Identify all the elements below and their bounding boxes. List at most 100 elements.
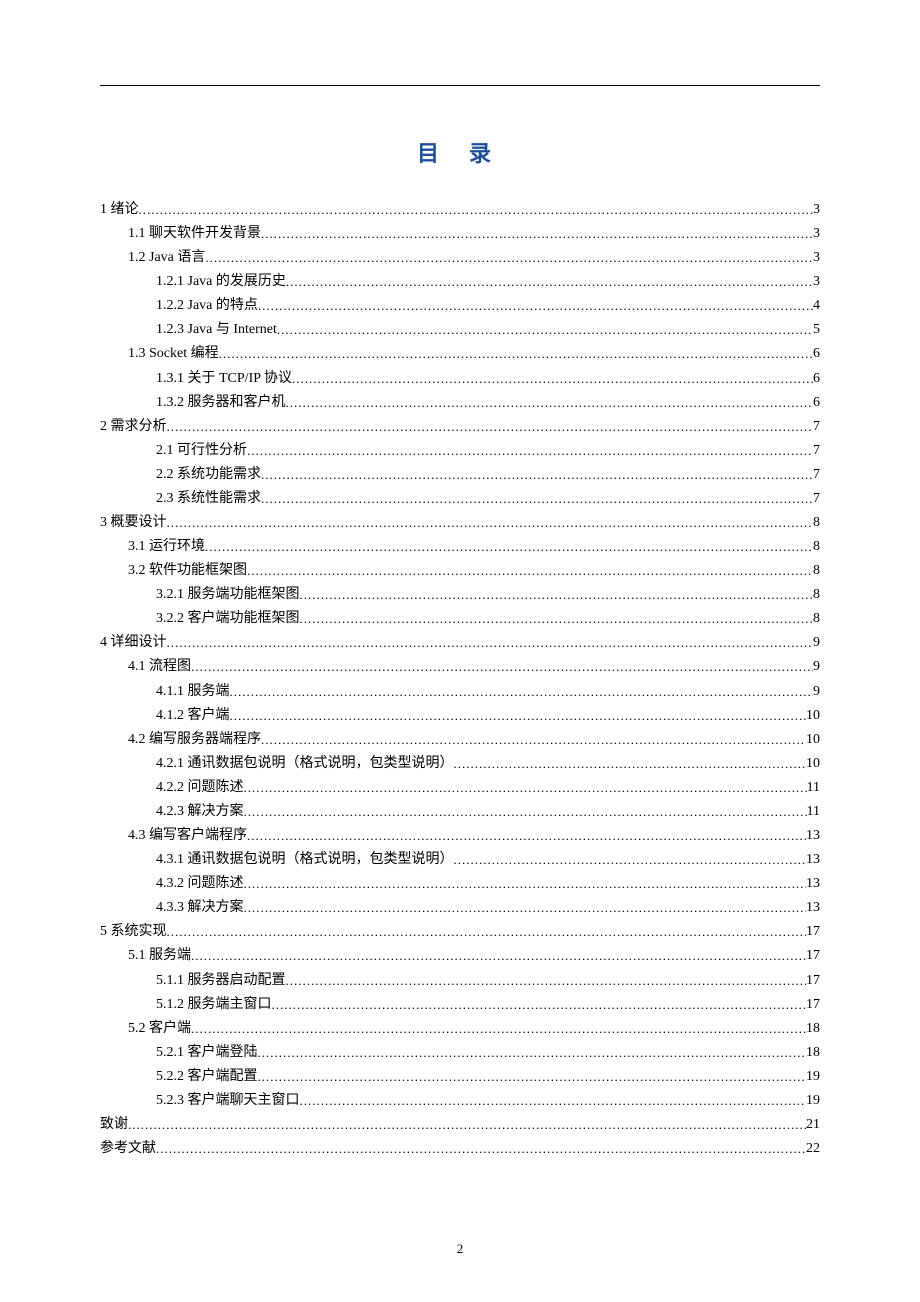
toc-entry[interactable]: 3.2.2 客户端功能框架图 8: [100, 607, 820, 631]
table-of-contents: 1 绪论 31.1 聊天软件开发背景 31.2 Java 语言 31.2.1 J…: [100, 198, 820, 1161]
toc-entry[interactable]: 4.2.3 解决方案 11: [100, 800, 820, 824]
toc-leader-dots: [167, 921, 807, 943]
toc-entry-page: 8: [813, 535, 820, 559]
toc-entry[interactable]: 1.2.1 Java 的发展历史 3: [100, 270, 820, 294]
toc-entry-page: 19: [806, 1089, 820, 1113]
toc-entry[interactable]: 4.3 编写客户端程序 13: [100, 824, 820, 848]
toc-entry[interactable]: 参考文献 22: [100, 1137, 820, 1161]
toc-leader-dots: [277, 319, 813, 341]
toc-entry[interactable]: 3.2.1 服务端功能框架图 8: [100, 583, 820, 607]
toc-entry[interactable]: 4.1 流程图 9: [100, 655, 820, 679]
toc-leader-dots: [454, 849, 807, 871]
toc-leader-dots: [191, 656, 813, 678]
toc-entry[interactable]: 4.3.2 问题陈述 13: [100, 872, 820, 896]
toc-leader-dots: [191, 945, 806, 967]
toc-entry-page: 3: [813, 198, 820, 222]
toc-leader-dots: [167, 416, 814, 438]
toc-entry-page: 13: [806, 848, 820, 872]
toc-leader-dots: [454, 753, 807, 775]
toc-entry[interactable]: 致谢 21: [100, 1113, 820, 1137]
toc-entry-label: 5.2.1 客户端登陆: [156, 1041, 258, 1065]
toc-entry[interactable]: 1.3.1 关于 TCP/IP 协议 6: [100, 367, 820, 391]
toc-entry-label: 4 详细设计: [100, 631, 167, 655]
toc-entry-page: 8: [813, 607, 820, 631]
toc-entry[interactable]: 5.2.1 客户端登陆 18: [100, 1041, 820, 1065]
toc-entry-label: 4.2.3 解决方案: [156, 800, 244, 824]
toc-entry[interactable]: 2 需求分析 7: [100, 415, 820, 439]
toc-entry[interactable]: 1.2 Java 语言 3: [100, 246, 820, 270]
toc-entry[interactable]: 2.2 系统功能需求 7: [100, 463, 820, 487]
toc-entry-label: 5.2 客户端: [128, 1017, 191, 1041]
toc-leader-dots: [167, 512, 814, 534]
toc-entry[interactable]: 1.2.2 Java 的特点 4: [100, 294, 820, 318]
toc-entry[interactable]: 4.3.3 解决方案 13: [100, 896, 820, 920]
toc-entry-label: 5.1.1 服务器启动配置: [156, 969, 286, 993]
toc-entry[interactable]: 4.2 编写服务器端程序 10: [100, 728, 820, 752]
toc-entry[interactable]: 4.3.1 通讯数据包说明（格式说明，包类型说明） 13: [100, 848, 820, 872]
toc-entry[interactable]: 5.2.3 客户端聊天主窗口 19: [100, 1089, 820, 1113]
toc-leader-dots: [272, 994, 807, 1016]
toc-entry-label: 4.3.1 通讯数据包说明（格式说明，包类型说明）: [156, 848, 454, 872]
toc-entry[interactable]: 4.1.1 服务端 9: [100, 680, 820, 704]
toc-leader-dots: [261, 223, 813, 245]
toc-entry[interactable]: 3.1 运行环境 8: [100, 535, 820, 559]
toc-entry-label: 1.3.1 关于 TCP/IP 协议: [156, 367, 292, 391]
toc-entry-label: 3.2 软件功能框架图: [128, 559, 247, 583]
toc-leader-dots: [205, 247, 813, 269]
toc-entry[interactable]: 3.2 软件功能框架图 8: [100, 559, 820, 583]
toc-entry[interactable]: 3 概要设计 8: [100, 511, 820, 535]
toc-leader-dots: [261, 729, 806, 751]
toc-entry[interactable]: 5.1.1 服务器启动配置 17: [100, 969, 820, 993]
toc-entry-page: 11: [807, 776, 820, 800]
toc-entry-page: 6: [813, 391, 820, 415]
toc-entry-page: 18: [806, 1017, 820, 1041]
toc-entry[interactable]: 5.2.2 客户端配置 19: [100, 1065, 820, 1089]
toc-entry-label: 3.2.1 服务端功能框架图: [156, 583, 300, 607]
toc-entry-label: 1.3.2 服务器和客户机: [156, 391, 286, 415]
toc-leader-dots: [244, 873, 807, 895]
toc-entry[interactable]: 2.3 系统性能需求 7: [100, 487, 820, 511]
toc-entry-page: 9: [813, 655, 820, 679]
toc-entry-page: 10: [806, 752, 820, 776]
toc-leader-dots: [219, 343, 813, 365]
toc-entry[interactable]: 5.1 服务端 17: [100, 944, 820, 968]
toc-entry-page: 9: [813, 631, 820, 655]
toc-entry-page: 11: [807, 800, 820, 824]
toc-entry-page: 13: [806, 872, 820, 896]
toc-entry-page: 17: [806, 944, 820, 968]
toc-entry[interactable]: 5.1.2 服务端主窗口 17: [100, 993, 820, 1017]
toc-leader-dots: [258, 1042, 807, 1064]
page-number: 2: [0, 1241, 920, 1257]
toc-entry[interactable]: 1.3.2 服务器和客户机 6: [100, 391, 820, 415]
toc-entry[interactable]: 2.1 可行性分析 7: [100, 439, 820, 463]
toc-entry[interactable]: 1.2.3 Java 与 Internet 5: [100, 318, 820, 342]
toc-entry[interactable]: 4.1.2 客户端 10: [100, 704, 820, 728]
toc-entry-label: 4.2.1 通讯数据包说明（格式说明，包类型说明）: [156, 752, 454, 776]
toc-entry-page: 3: [813, 270, 820, 294]
toc-entry[interactable]: 1.3 Socket 编程 6: [100, 342, 820, 366]
toc-entry[interactable]: 5.2 客户端 18: [100, 1017, 820, 1041]
toc-entry-label: 4.3.3 解决方案: [156, 896, 244, 920]
toc-leader-dots: [258, 1066, 807, 1088]
toc-leader-dots: [258, 295, 813, 317]
toc-entry-page: 21: [806, 1113, 820, 1137]
toc-entry[interactable]: 4.2.1 通讯数据包说明（格式说明，包类型说明） 10: [100, 752, 820, 776]
toc-entry[interactable]: 4 详细设计 9: [100, 631, 820, 655]
toc-entry[interactable]: 5 系统实现 17: [100, 920, 820, 944]
toc-entry-label: 5.2.2 客户端配置: [156, 1065, 258, 1089]
toc-leader-dots: [230, 681, 814, 703]
toc-entry-page: 9: [813, 680, 820, 704]
toc-entry-page: 19: [806, 1065, 820, 1089]
toc-entry-label: 2 需求分析: [100, 415, 167, 439]
toc-entry-page: 18: [806, 1041, 820, 1065]
toc-entry-page: 7: [813, 439, 820, 463]
toc-entry-page: 13: [806, 896, 820, 920]
toc-leader-dots: [230, 705, 807, 727]
toc-entry-page: 10: [806, 728, 820, 752]
toc-entry[interactable]: 4.2.2 问题陈述 11: [100, 776, 820, 800]
toc-entry[interactable]: 1.1 聊天软件开发背景 3: [100, 222, 820, 246]
toc-entry[interactable]: 1 绪论 3: [100, 198, 820, 222]
toc-entry-label: 5.1 服务端: [128, 944, 191, 968]
toc-entry-label: 4.2.2 问题陈述: [156, 776, 244, 800]
toc-entry-label: 4.3.2 问题陈述: [156, 872, 244, 896]
